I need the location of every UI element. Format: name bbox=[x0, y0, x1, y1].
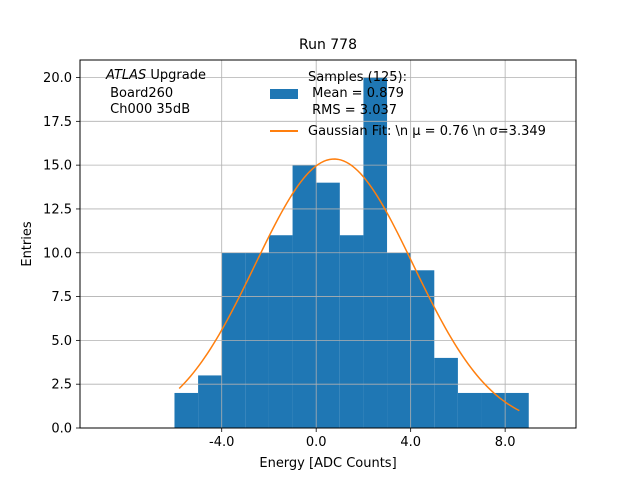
annotation-line-3: Ch000 35dB bbox=[106, 102, 190, 117]
gaussian-fit-line bbox=[178, 158, 520, 412]
y-tick-label: 20.0 bbox=[43, 71, 72, 86]
legend-swatch-histogram bbox=[270, 89, 298, 99]
legend-samples-line-1: Samples (125): bbox=[308, 70, 407, 85]
plot-area: -4.0 0.0 4.0 8.0 0.0 2.5 5.0 7.5 10.0 12.5 15.0 17… bbox=[43, 59, 577, 450]
gaussian-fit-curve bbox=[178, 158, 520, 412]
annotation-atlas-word: ATLAS bbox=[105, 68, 146, 83]
histogram-bar bbox=[339, 235, 364, 428]
histogram-bar bbox=[410, 270, 435, 428]
y-axis-ticks: 0.0 2.5 5.0 7.5 10.0 12.5 15.0 17.5 20.0 bbox=[43, 71, 80, 437]
y-tick-label: 0.0 bbox=[51, 422, 72, 437]
annotation-line-1-rest: Upgrade bbox=[146, 68, 206, 83]
legend-samples-line-2: Mean = 0.879 bbox=[308, 86, 404, 101]
histogram-bar bbox=[316, 182, 340, 428]
x-axis-label: Energy [ADC Counts] bbox=[259, 456, 396, 471]
x-tick-label: -4.0 bbox=[209, 435, 234, 450]
y-tick-label: 2.5 bbox=[51, 378, 72, 393]
histogram-bar bbox=[198, 375, 222, 428]
histogram-bar bbox=[174, 392, 199, 428]
histogram-bar bbox=[457, 392, 482, 428]
chart-title: Run 778 bbox=[299, 37, 357, 53]
atlas-annotation: ATLAS Upgrade Board260 Ch000 35dB bbox=[105, 68, 206, 117]
histogram-bar bbox=[481, 392, 506, 428]
legend: Samples (125): Mean = 0.879 RMS = 3.037 … bbox=[270, 70, 546, 139]
x-tick-label: 4.0 bbox=[400, 435, 421, 450]
x-tick-label: 0.0 bbox=[306, 435, 327, 450]
histogram-bar bbox=[268, 235, 293, 428]
histogram-bar bbox=[434, 357, 458, 428]
y-tick-label: 15.0 bbox=[43, 159, 72, 174]
x-axis-ticks: -4.0 0.0 4.0 8.0 bbox=[209, 428, 515, 450]
y-tick-label: 7.5 bbox=[51, 290, 72, 305]
legend-fit-label: Gaussian Fit: \n μ = 0.76 \n σ=3.349 bbox=[308, 124, 546, 139]
y-axis-label: Entries bbox=[20, 221, 35, 267]
y-tick-label: 5.0 bbox=[51, 334, 72, 349]
annotation-line-1: ATLAS Upgrade bbox=[105, 68, 206, 83]
legend-samples-line-3: RMS = 3.037 bbox=[308, 103, 397, 118]
histogram-bar bbox=[505, 392, 529, 428]
y-tick-label: 10.0 bbox=[43, 246, 72, 261]
y-tick-label: 17.5 bbox=[43, 115, 72, 130]
y-tick-label: 12.5 bbox=[43, 202, 72, 217]
annotation-line-2: Board260 bbox=[106, 86, 173, 101]
plot-frame bbox=[79, 59, 577, 429]
x-tick-label: 8.0 bbox=[495, 435, 516, 450]
